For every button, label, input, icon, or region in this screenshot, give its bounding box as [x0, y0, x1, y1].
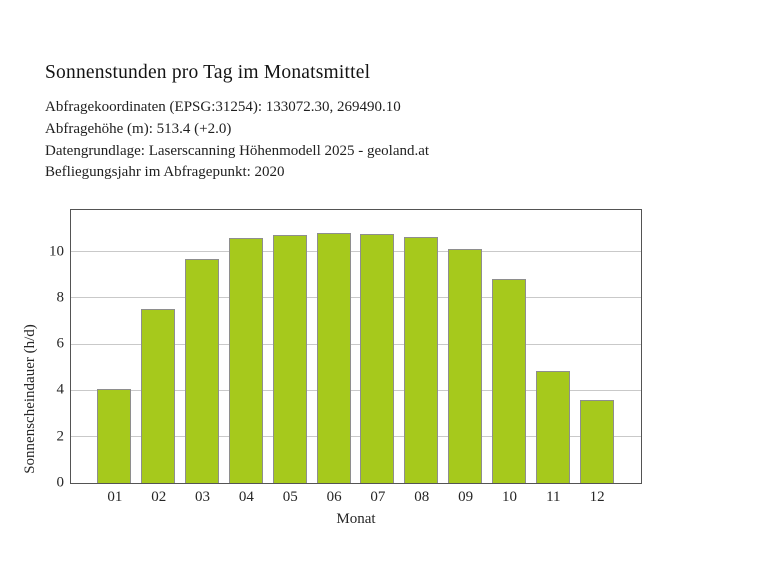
x-tick-label: 01 [107, 489, 123, 505]
bar-07 [360, 233, 395, 483]
x-tick-label: 08 [414, 489, 430, 505]
x-axis-label: Monat [336, 511, 376, 527]
x-tick-label: 03 [195, 489, 211, 505]
x-tick-label: 06 [326, 489, 342, 505]
y-axis-ticks: 0 2 4 6 8 10 [0, 210, 65, 490]
info-line-datasource: Datengrundlage: Laserscanning Höhenmodel… [45, 142, 430, 159]
y-tick-label: 2 [56, 428, 65, 445]
x-tick-label: 05 [282, 489, 298, 505]
y-tick-label: 6 [56, 335, 65, 352]
x-tick-label: 04 [238, 489, 254, 505]
x-tick-label: 12 [589, 489, 605, 505]
bar-12 [579, 400, 614, 483]
info-line-elevation: Abfragehöhe (m): 513.4 (+2.0) [45, 120, 232, 137]
bar-06 [316, 232, 351, 483]
gridline [70, 297, 641, 299]
bar-11 [535, 371, 570, 483]
bar-02 [141, 308, 176, 483]
x-tick-label: 09 [458, 489, 474, 505]
gridline [70, 436, 641, 438]
bar-03 [185, 259, 220, 483]
y-tick-label: 10 [49, 243, 64, 260]
plot-area [69, 208, 642, 484]
y-tick-label: 0 [56, 474, 65, 491]
bar-10 [491, 278, 526, 483]
x-tick-label: 07 [370, 489, 386, 505]
bar-08 [404, 237, 439, 483]
gridline [70, 251, 641, 253]
y-tick-label: 8 [56, 289, 65, 306]
y-tick-label: 4 [56, 381, 65, 398]
x-tick-label: 10 [501, 489, 517, 505]
page-title: Sonnenstunden pro Tag im Monatsmittel [45, 62, 371, 83]
x-tick-label: 11 [546, 489, 561, 505]
gridline [70, 389, 641, 391]
query-info: Abfragekoordinaten (EPSG:31254): 133072.… [45, 97, 429, 184]
bar-05 [272, 234, 307, 483]
bar-01 [97, 388, 132, 483]
x-tick-label: 02 [151, 489, 167, 505]
x-axis-ticks: 01 02 03 04 05 06 07 08 09 10 11 12 [71, 489, 641, 507]
info-line-coordinates: Abfragekoordinaten (EPSG:31254): 133072.… [45, 99, 401, 115]
gridline [70, 343, 641, 345]
bar-04 [228, 238, 263, 483]
info-line-flight-year: Befliegungsjahr im Abfragepunkt: 2020 [45, 164, 285, 181]
bar-09 [448, 248, 483, 483]
